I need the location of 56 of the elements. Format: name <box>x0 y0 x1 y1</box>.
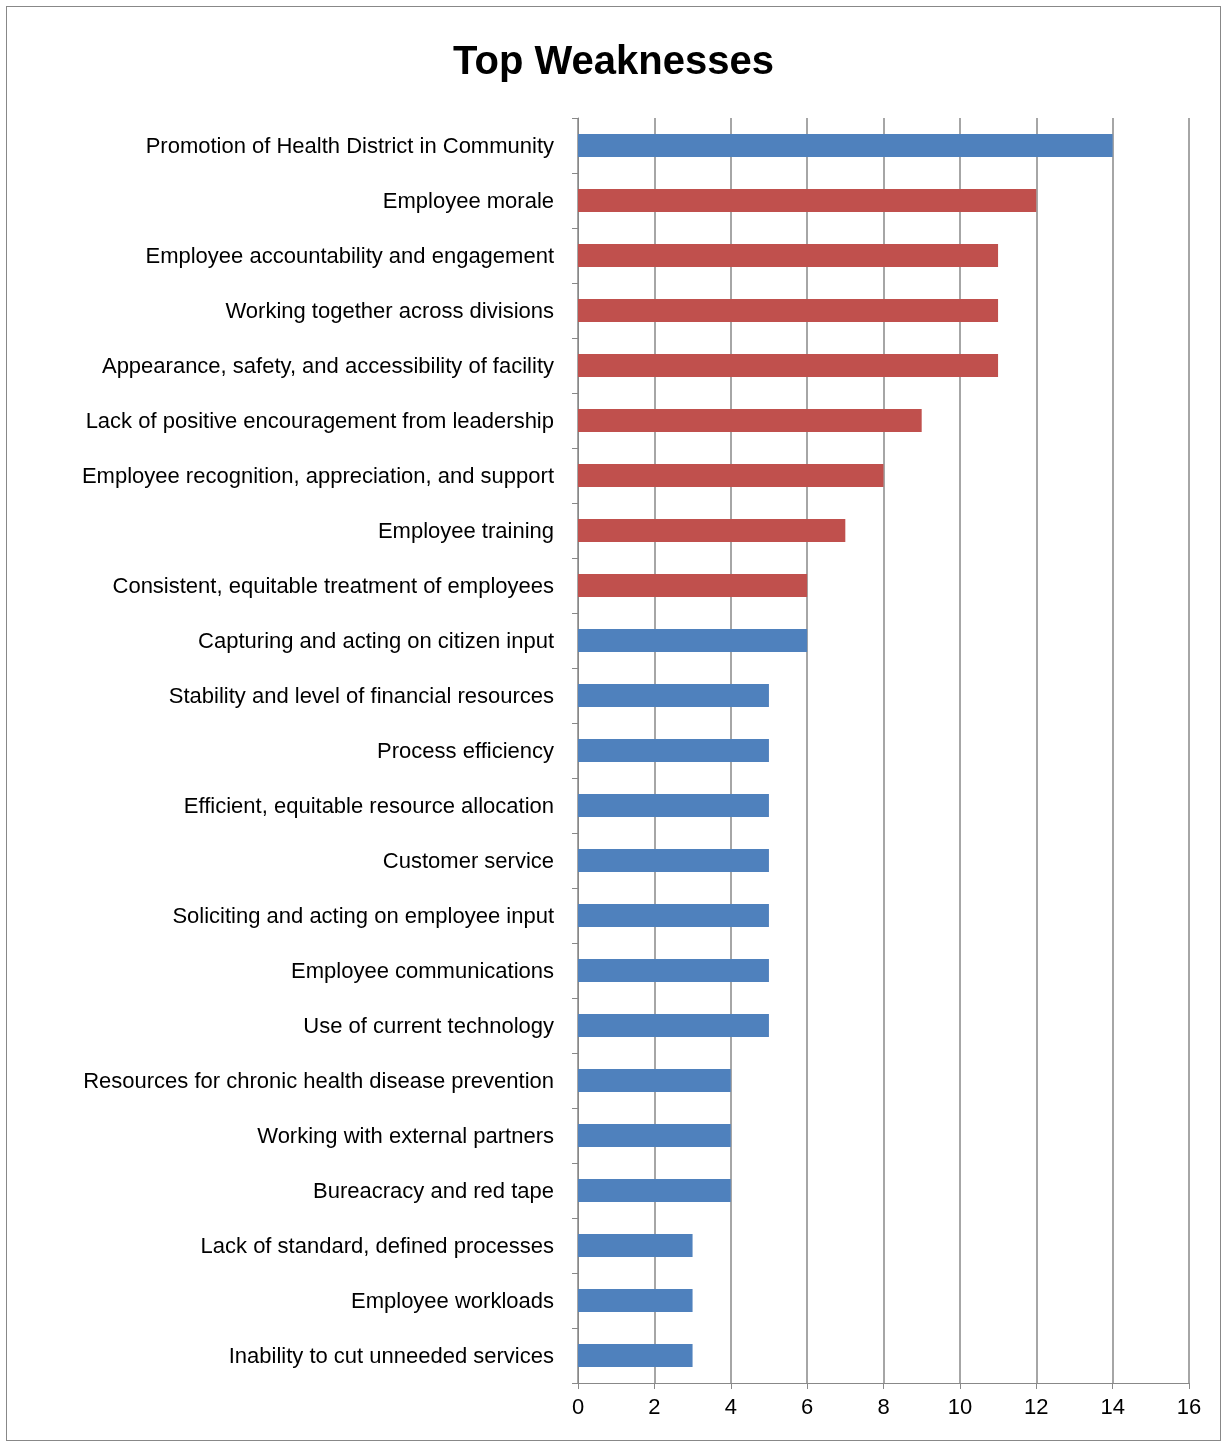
y-tick-label: Lack of standard, defined processes <box>200 1233 554 1258</box>
bar <box>578 408 922 433</box>
y-tick-label: Promotion of Health District in Community <box>145 133 554 158</box>
x-tick-label: 6 <box>801 1393 814 1419</box>
y-tick-label: Employee accountability and engagement <box>145 243 554 268</box>
bar <box>578 848 769 873</box>
chart-title: Top Weaknesses <box>453 38 774 82</box>
x-tick-label: 4 <box>724 1393 737 1419</box>
y-tick-label: Consistent, equitable treatment of employees <box>112 573 554 598</box>
bar <box>578 298 999 323</box>
y-tick-label: Employee communications <box>291 958 554 983</box>
y-tick-label: Employee recognition, appreciation, and support <box>81 463 554 488</box>
y-tick-label: Inability to cut unneeded services <box>228 1343 554 1368</box>
y-tick-label: Employee training <box>377 518 554 543</box>
bar <box>578 133 1113 158</box>
y-tick-label: Working together across divisions <box>225 298 554 323</box>
x-tick-label: 10 <box>947 1393 973 1419</box>
y-tick-label: Lack of positive encouragement from leadership <box>85 408 554 433</box>
bar <box>578 683 769 708</box>
y-tick-label: Efficient, equitable resource allocation <box>183 793 554 818</box>
x-tick-label: 0 <box>571 1393 585 1419</box>
y-tick-label: Resources for chronic health disease prevention <box>83 1068 554 1093</box>
bar <box>578 573 808 598</box>
y-tick-label: Appearance, safety, and accessibility of facility <box>101 353 554 378</box>
bar <box>578 243 999 268</box>
y-tick-label: Working with external partners <box>257 1123 554 1148</box>
y-tick-label: Bureacracy and red tape <box>313 1178 554 1203</box>
y-tick-label: Process efficiency <box>377 738 554 763</box>
bar <box>578 1233 693 1258</box>
bar <box>578 958 769 983</box>
y-tick-label: Use of current technology <box>303 1013 554 1038</box>
bar <box>578 353 999 378</box>
x-tick-label: 16 <box>1176 1393 1202 1419</box>
y-tick-label: Capturing and acting on citizen input <box>198 628 554 653</box>
bar <box>578 1288 693 1313</box>
x-tick-label: 14 <box>1100 1393 1125 1419</box>
bar <box>578 1178 731 1203</box>
y-tick-label: Stability and level of financial resources <box>168 683 554 708</box>
bar <box>578 738 769 763</box>
y-tick-label: Customer service <box>382 848 554 873</box>
y-tick-label: Employee morale <box>382 188 554 213</box>
bar <box>578 1068 731 1093</box>
bar <box>578 188 1037 213</box>
y-tick-label: Employee workloads <box>351 1288 554 1313</box>
bar <box>578 903 769 928</box>
y-tick-label: Soliciting and acting on employee input <box>172 903 554 928</box>
bar <box>578 1343 693 1368</box>
bar <box>578 463 884 488</box>
x-tick-label: 2 <box>648 1393 661 1419</box>
bar <box>578 1123 731 1148</box>
bar <box>578 793 769 818</box>
x-tick-label: 12 <box>1024 1393 1049 1419</box>
x-tick-label: 8 <box>877 1393 890 1419</box>
bar <box>578 518 846 543</box>
bar <box>578 1013 769 1038</box>
bar <box>578 628 808 653</box>
